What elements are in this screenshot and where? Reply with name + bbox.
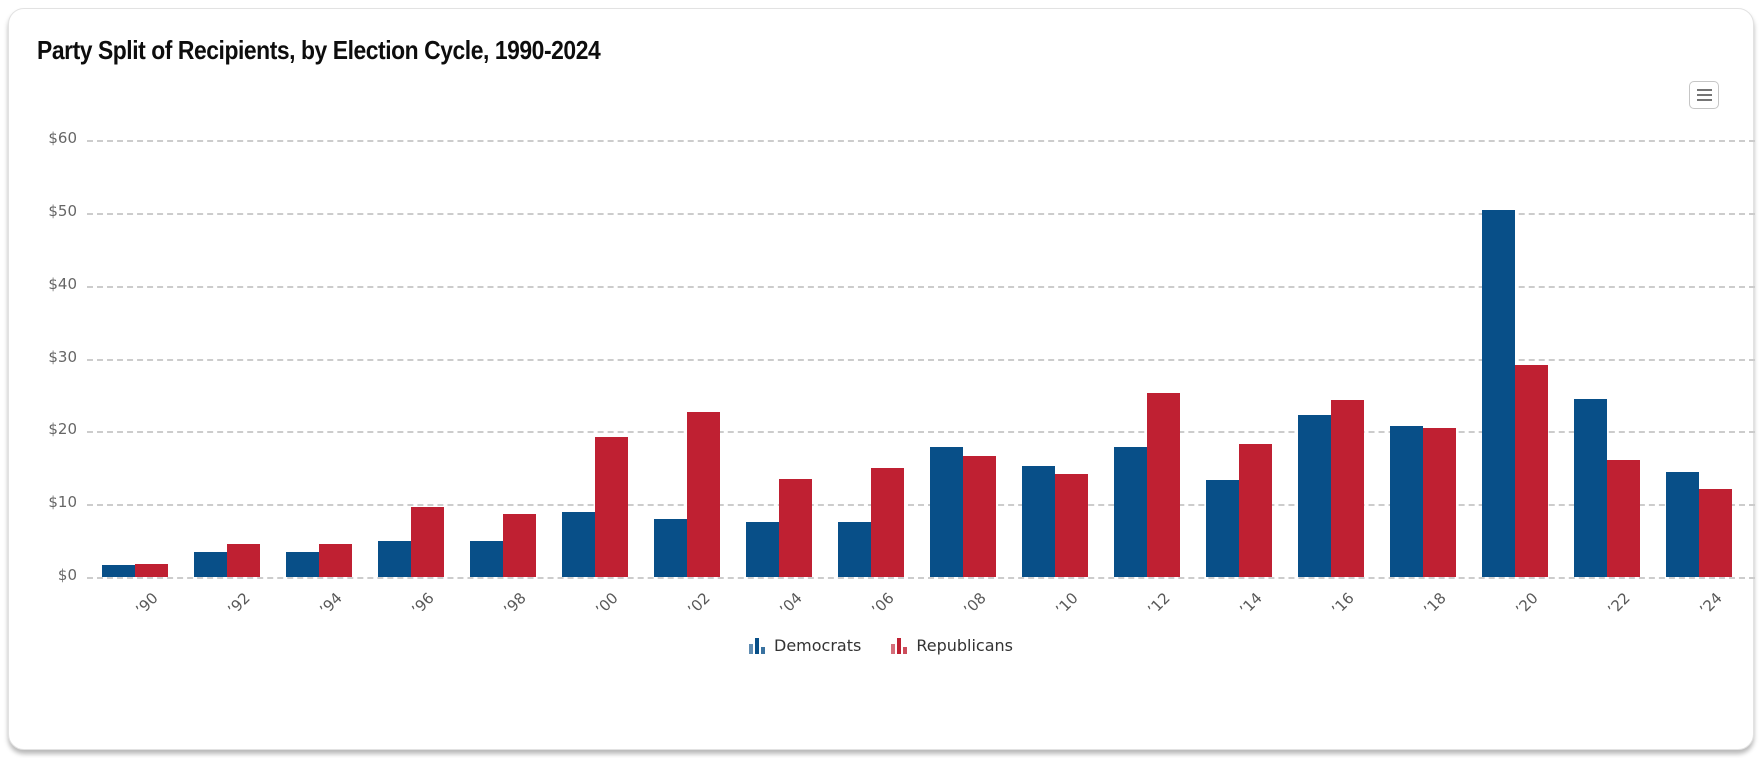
bar-democrats-94[interactable] <box>286 552 319 577</box>
bar-democrats-00[interactable] <box>562 512 595 577</box>
bar-republicans-92[interactable] <box>227 544 260 577</box>
bar-republicans-16[interactable] <box>1331 400 1364 577</box>
legend: Democrats Republicans <box>9 636 1753 655</box>
column-series-icon-republicans <box>891 637 908 654</box>
bar-republicans-94[interactable] <box>319 544 352 577</box>
chart-title: Party Split of Recipients, by Election C… <box>37 35 601 65</box>
bar-republicans-12[interactable] <box>1147 393 1180 577</box>
bar-republicans-22[interactable] <box>1607 459 1640 577</box>
legend-label-democrats: Democrats <box>774 636 862 655</box>
bar-republicans-20[interactable] <box>1515 365 1548 577</box>
y-gridline <box>87 285 1755 288</box>
plot-area: $0 $10 $20 $30 $40 $50 $60’90’92’94’96’98’00’0… <box>48 129 1755 619</box>
chart-card: Party Split of Recipients, by Election C… <box>8 8 1755 750</box>
bar-democrats-22[interactable] <box>1574 398 1607 577</box>
bar-republicans-90[interactable] <box>135 563 168 577</box>
bar-republicans-18[interactable] <box>1423 428 1456 577</box>
bar-democrats-90[interactable] <box>102 565 135 577</box>
bar-democrats-24[interactable] <box>1666 472 1699 577</box>
y-axis-label: $10 <box>48 493 77 512</box>
y-gridline <box>87 431 1755 434</box>
y-gridline <box>87 212 1755 215</box>
bar-republicans-98[interactable] <box>503 513 536 577</box>
bar-democrats-02[interactable] <box>654 518 687 577</box>
y-axis-label: $0 <box>57 566 77 584</box>
bar-democrats-14[interactable] <box>1206 480 1239 577</box>
hamburger-menu-icon <box>1696 89 1712 101</box>
bar-democrats-08[interactable] <box>930 446 963 577</box>
y-axis-label: $20 <box>48 420 77 439</box>
bar-republicans-00[interactable] <box>595 437 628 577</box>
y-axis-label: $40 <box>48 274 77 293</box>
bar-republicans-10[interactable] <box>1055 473 1088 577</box>
y-axis-label: $60 <box>48 129 77 147</box>
bar-democrats-18[interactable] <box>1390 425 1423 577</box>
legend-label-republicans: Republicans <box>916 636 1013 655</box>
bar-democrats-20[interactable] <box>1482 209 1515 577</box>
bar-democrats-06[interactable] <box>838 521 871 577</box>
export-menu-button[interactable] <box>1689 81 1719 109</box>
y-axis-label: $30 <box>48 347 77 366</box>
bar-democrats-10[interactable] <box>1022 465 1055 577</box>
bar-democrats-16[interactable] <box>1298 414 1331 577</box>
bar-republicans-06[interactable] <box>871 468 904 577</box>
bar-republicans-24[interactable] <box>1699 488 1732 577</box>
y-axis-label: $50 <box>48 201 77 220</box>
bar-democrats-98[interactable] <box>470 541 503 577</box>
bar-republicans-02[interactable] <box>687 411 720 577</box>
bar-republicans-96[interactable] <box>411 507 444 577</box>
y-gridline <box>87 577 1755 579</box>
y-gridline <box>87 358 1755 361</box>
column-series-icon-democrats <box>749 637 765 654</box>
bar-democrats-12[interactable] <box>1114 446 1147 577</box>
bar-democrats-96[interactable] <box>378 541 411 577</box>
bar-democrats-04[interactable] <box>746 521 779 577</box>
y-gridline <box>87 504 1755 507</box>
bar-democrats-92[interactable] <box>194 552 227 577</box>
legend-item-republicans[interactable]: Republicans <box>891 636 1013 655</box>
bar-republicans-14[interactable] <box>1239 444 1272 577</box>
legend-item-democrats[interactable]: Democrats <box>749 636 861 655</box>
y-gridline <box>87 140 1755 142</box>
bar-republicans-08[interactable] <box>963 456 996 577</box>
bar-republicans-04[interactable] <box>779 478 812 577</box>
